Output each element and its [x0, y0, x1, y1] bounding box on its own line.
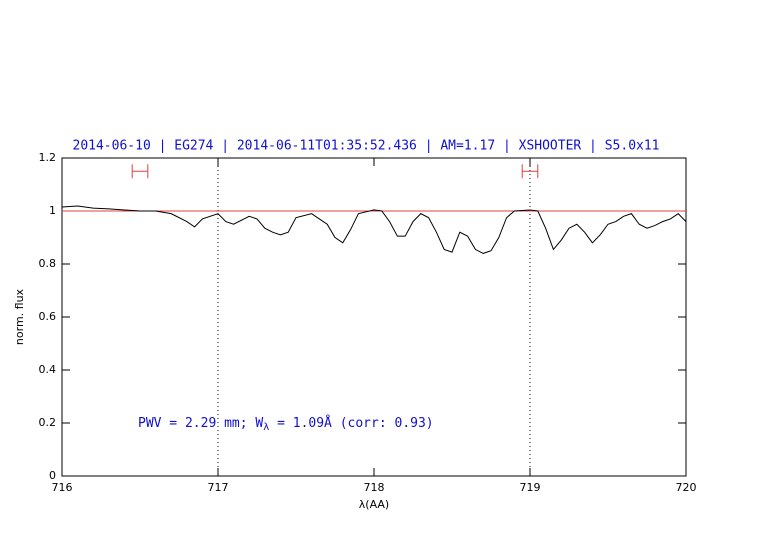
x-tick-label: 719 — [520, 481, 541, 494]
chart-title: 2014-06-10 | EG274 | 2014-06-11T01:35:52… — [73, 139, 660, 154]
y-axis-label: norm. flux — [13, 288, 26, 345]
annotation: PWV = 2.29 mm; Wλ = 1.09Å (corr: 0.93) — [138, 415, 434, 434]
x-axis-label: λ(AA) — [359, 498, 389, 511]
y-tick-label: 1.2 — [39, 151, 57, 164]
range-marker — [131, 164, 149, 179]
y-tick-label: 0 — [49, 469, 56, 482]
y-tick-label: 0.6 — [39, 310, 57, 323]
y-tick-label: 0.8 — [39, 257, 57, 270]
range-marker — [521, 164, 539, 179]
y-tick-label: 1 — [49, 204, 56, 217]
y-tick-label: 0.2 — [39, 416, 57, 429]
x-tick-label: 720 — [676, 481, 697, 494]
x-tick-label: 716 — [52, 481, 73, 494]
annotation-subscript: λ — [263, 422, 269, 433]
annotation-part: PWV = 2.29 mm; W — [138, 416, 263, 431]
spectrum-line — [61, 205, 687, 254]
x-tick-label: 718 — [364, 481, 385, 494]
x-tick-label: 717 — [208, 481, 229, 494]
annotation-part: = 1.09Å (corr: 0.93) — [269, 415, 433, 431]
y-tick-label: 0.4 — [39, 363, 57, 376]
